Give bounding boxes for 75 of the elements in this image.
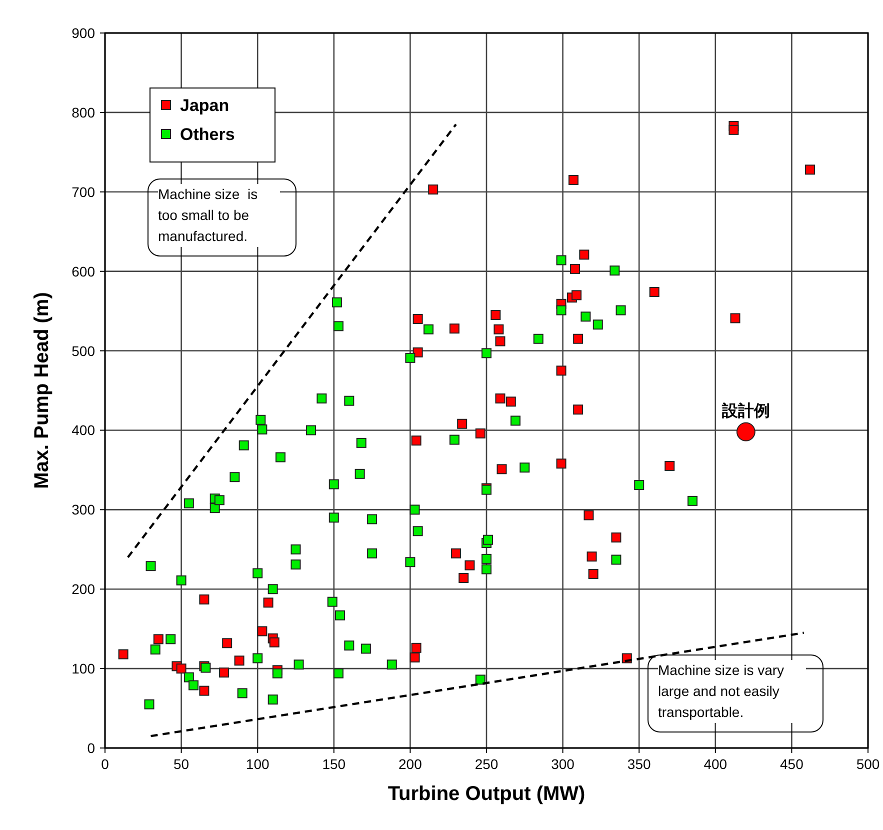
point xyxy=(496,464,507,474)
point xyxy=(450,548,461,558)
point xyxy=(176,664,186,674)
point xyxy=(494,324,504,334)
point xyxy=(573,404,584,415)
point xyxy=(457,418,468,429)
legend-label: Japan xyxy=(180,96,230,115)
point xyxy=(611,532,622,542)
point xyxy=(490,310,501,320)
point xyxy=(257,626,268,636)
annotation: Machine size is vary large and not easily transportable. xyxy=(658,660,806,723)
x-tick-label: 350 xyxy=(627,756,651,772)
point xyxy=(219,668,230,678)
annotation: 設計例 xyxy=(720,402,770,420)
point xyxy=(730,313,740,324)
x-tick-label: 200 xyxy=(398,756,422,772)
y-tick-label: 300 xyxy=(72,502,96,518)
point xyxy=(556,458,566,469)
point xyxy=(412,314,423,324)
x-tick-label: 50 xyxy=(174,756,190,772)
x-tick-label: 0 xyxy=(101,756,110,772)
point xyxy=(579,250,590,260)
point xyxy=(556,366,566,376)
point xyxy=(153,634,164,644)
y-tick-label: 100 xyxy=(72,660,96,677)
point xyxy=(805,164,816,175)
x-tick-label: 400 xyxy=(704,756,728,772)
point xyxy=(118,649,128,660)
point xyxy=(410,652,420,662)
point xyxy=(568,174,578,185)
y-tick-label: 800 xyxy=(72,104,96,120)
x-tick-label: 150 xyxy=(322,756,346,772)
point xyxy=(588,569,598,580)
x-tick-label: 300 xyxy=(551,756,575,772)
point xyxy=(263,598,274,608)
point xyxy=(573,334,584,344)
point xyxy=(475,428,486,438)
point xyxy=(570,264,580,274)
point xyxy=(728,124,739,135)
point xyxy=(464,560,475,570)
point xyxy=(199,686,210,696)
point xyxy=(428,184,438,195)
point xyxy=(199,594,210,604)
point xyxy=(222,638,232,648)
y-tick-label: 700 xyxy=(72,184,96,200)
point xyxy=(411,642,422,653)
x-tick-label: 450 xyxy=(780,756,804,772)
x-tick-label: 250 xyxy=(474,756,498,772)
y-tick-label: 400 xyxy=(72,422,96,438)
point xyxy=(495,393,506,404)
point xyxy=(736,422,756,442)
point xyxy=(269,637,280,648)
y-tick-label: 200 xyxy=(72,581,96,598)
y-tick-label: 0 xyxy=(87,740,96,756)
point xyxy=(572,290,582,300)
y-tick-label: 500 xyxy=(72,342,96,359)
point xyxy=(234,656,244,666)
point xyxy=(411,436,422,446)
point xyxy=(449,324,460,334)
x-axis-title: Turbine Output (MW) xyxy=(388,783,586,805)
legend-label: Others xyxy=(180,125,235,144)
point xyxy=(664,460,675,471)
y-tick-label: 900 xyxy=(72,25,96,41)
point xyxy=(506,396,516,407)
annotation: Machine size is too small to be manufactured. xyxy=(158,184,280,247)
y-axis-title: Max. Pump Head (m) xyxy=(31,292,53,489)
x-tick-label: 100 xyxy=(246,756,270,772)
y-tick-label: 600 xyxy=(72,263,96,280)
x-tick-label: 500 xyxy=(856,756,880,772)
point xyxy=(458,572,469,583)
point xyxy=(586,552,597,562)
point xyxy=(412,347,423,358)
point xyxy=(495,336,506,346)
point xyxy=(584,510,594,520)
point xyxy=(649,286,660,297)
